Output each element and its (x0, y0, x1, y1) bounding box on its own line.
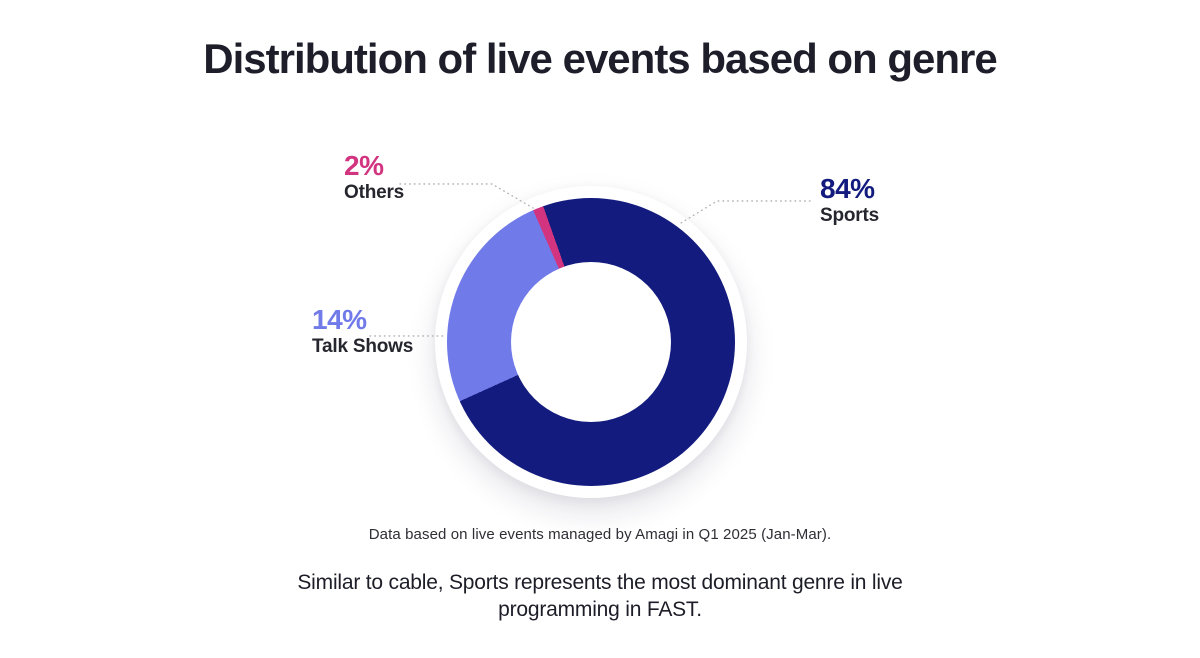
callout-talk-shows: 14% Talk Shows (312, 305, 413, 358)
leader-line-sports (680, 200, 811, 224)
callout-others: 2% Others (344, 151, 404, 204)
data-source-caption: Data based on live events managed by Ama… (368, 526, 832, 543)
sports-percent: 84% (820, 173, 875, 204)
sports-label: Sports (820, 205, 879, 227)
talk-shows-label: Talk Shows (312, 336, 414, 358)
talk-shows-percent: 14% (312, 304, 367, 335)
page-title: Distribution of live events based on gen… (203, 35, 998, 82)
others-percent: 2% (344, 150, 384, 181)
others-label: Others (344, 182, 405, 204)
callout-sports: 84% Sports (820, 174, 879, 227)
leader-line-others (399, 183, 534, 209)
summary-text: Similar to cable, Sports represents the … (297, 571, 903, 622)
donut-hole (511, 262, 671, 422)
